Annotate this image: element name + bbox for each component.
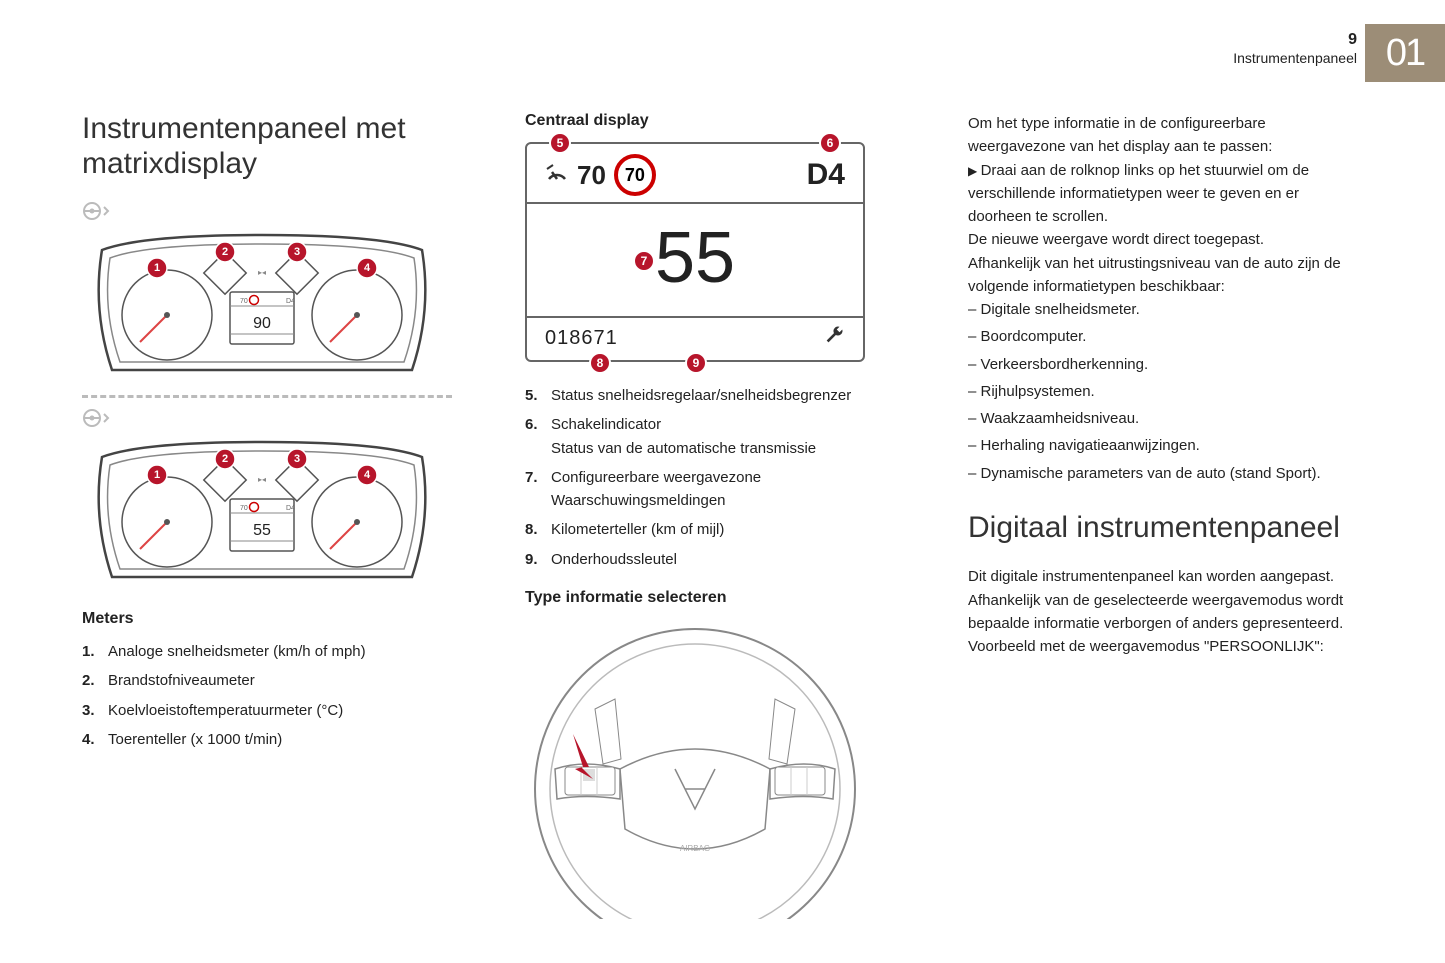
svg-text:3: 3	[294, 246, 300, 258]
subheading-central-display: Centraal display	[525, 112, 920, 130]
chapter-tab: 01	[1365, 24, 1445, 82]
cluster-diagram-a: ▸◂ 70 D4 90 1 2 3 4	[82, 201, 477, 385]
steering-wheel-icon	[82, 408, 110, 428]
cluster-b-center-value: 55	[253, 522, 271, 539]
gear-indicator: D4	[807, 158, 845, 192]
list-item: Dynamische parameters van de auto (stand…	[968, 462, 1363, 485]
marker-8: 8	[589, 352, 611, 374]
central-display-frame: 70 70 D4 7 55 018671	[525, 142, 865, 362]
paragraph: Voorbeeld met de weergavemodus "PERSOONL…	[968, 635, 1363, 658]
list-item: Verkeersbordherkenning.	[968, 353, 1363, 376]
central-display-top-row: 70 70 D4	[527, 144, 863, 204]
info-types-list: Digitale snelheidsmeter. Boordcomputer. …	[968, 298, 1363, 485]
list-item: 1.Analoge snelheidsmeter (km/h of mph)	[82, 640, 477, 663]
list-item: 8.Kilometerteller (km of mijl)	[525, 518, 920, 541]
svg-text:2: 2	[222, 453, 228, 465]
svg-text:1: 1	[154, 262, 160, 274]
section-label: Instrumentenpaneel	[1233, 50, 1357, 66]
list-item: 4.Toerenteller (x 1000 t/min)	[82, 728, 477, 751]
heading-digital-panel: Digitaal instrumentenpaneel	[968, 511, 1363, 546]
svg-text:▸◂: ▸◂	[258, 475, 266, 484]
svg-text:4: 4	[364, 262, 371, 274]
paragraph: De nieuwe weergave wordt direct toegepas…	[968, 228, 1363, 251]
svg-text:AIRBAG: AIRBAG	[680, 844, 710, 853]
page-header-text: 9 Instrumentenpaneel	[1233, 32, 1357, 66]
cluster-diagram-b: ▸◂ 70 D4 55 1 2 3 4	[82, 408, 477, 592]
list-item: 6.Schakelindicator Status van de automat…	[525, 413, 920, 460]
svg-text:D4: D4	[286, 298, 295, 305]
meters-list: 1.Analoge snelheidsmeter (km/h of mph) 2…	[82, 640, 477, 751]
cluster-a-center-value: 90	[253, 315, 271, 332]
list-item: 9.Onderhoudssleutel	[525, 548, 920, 571]
steering-wheel-diagram: AIRBAG	[525, 619, 865, 919]
list-item: Waakzaamheidsniveau.	[968, 407, 1363, 430]
list-item: 7.Configureerbare weergavezone Waarschuw…	[525, 466, 920, 513]
cluster-svg-a: ▸◂ 70 D4 90 1 2 3 4	[82, 230, 442, 385]
marker-6: 6	[819, 132, 841, 154]
instruction-step: Draai aan de rolknop links op het stuurw…	[968, 159, 1363, 229]
sign-value: 70	[625, 165, 645, 186]
svg-text:70: 70	[240, 505, 248, 512]
heading-matrix-display: Instrumentenpaneel met matrixdisplay	[82, 112, 477, 181]
list-item: Digitale snelheidsmeter.	[968, 298, 1363, 321]
big-speed-value: 55	[655, 218, 735, 298]
paragraph: Afhankelijk van de geselecteerde weergav…	[968, 589, 1363, 636]
list-item: 2.Brandstofniveaumeter	[82, 669, 477, 692]
marker-5: 5	[549, 132, 571, 154]
steering-wheel-icon	[82, 201, 110, 221]
svg-text:2: 2	[222, 246, 228, 258]
page-header: 9 Instrumentenpaneel 01	[1233, 24, 1445, 82]
page-columns: Instrumentenpaneel met matrixdisplay	[82, 112, 1363, 919]
svg-text:D4: D4	[286, 505, 295, 512]
odometer-value: 018671	[545, 327, 618, 350]
list-item: Boordcomputer.	[968, 325, 1363, 348]
column-3: Om het type informatie in de configureer…	[968, 112, 1363, 919]
svg-text:1: 1	[154, 469, 160, 481]
subheading-meters: Meters	[82, 610, 477, 628]
paragraph: Om het type informatie in de configureer…	[968, 112, 1363, 159]
limiter-icon	[545, 163, 569, 187]
list-item: Herhaling navigatieaanwijzingen.	[968, 434, 1363, 457]
central-display-diagram: 5 6 8 9 70 70	[525, 142, 865, 362]
svg-text:▸◂: ▸◂	[258, 268, 266, 277]
central-display-speed: 7 55	[527, 204, 863, 316]
list-item: 3.Koelvloeistoftemperatuurmeter (°C)	[82, 699, 477, 722]
cluster-divider	[82, 395, 452, 398]
marker-7: 7	[633, 250, 655, 272]
marker-9: 9	[685, 352, 707, 374]
svg-text:70: 70	[240, 298, 248, 305]
limiter-status: 70 70	[545, 154, 656, 196]
cluster-svg-b: ▸◂ 70 D4 55 1 2 3 4	[82, 437, 442, 592]
page-number: 9	[1233, 32, 1357, 48]
column-2: Centraal display 5 6 8 9 70 70	[525, 112, 920, 919]
column-1: Instrumentenpaneel met matrixdisplay	[82, 112, 477, 919]
paragraph: Afhankelijk van het uitrustingsniveau va…	[968, 252, 1363, 299]
central-display-list: 5.Status snelheidsregelaar/snelheidsbegr…	[525, 384, 920, 571]
subheading-type-info: Type informatie selecteren	[525, 589, 920, 607]
svg-text:3: 3	[294, 453, 300, 465]
limiter-value: 70	[577, 160, 606, 191]
list-item: 5.Status snelheidsregelaar/snelheidsbegr…	[525, 384, 920, 407]
wrench-icon	[823, 324, 845, 352]
svg-text:4: 4	[364, 469, 371, 481]
list-item: Rijhulpsystemen.	[968, 380, 1363, 403]
paragraph: Dit digitale instrumentenpaneel kan word…	[968, 565, 1363, 588]
speed-sign: 70	[614, 154, 656, 196]
